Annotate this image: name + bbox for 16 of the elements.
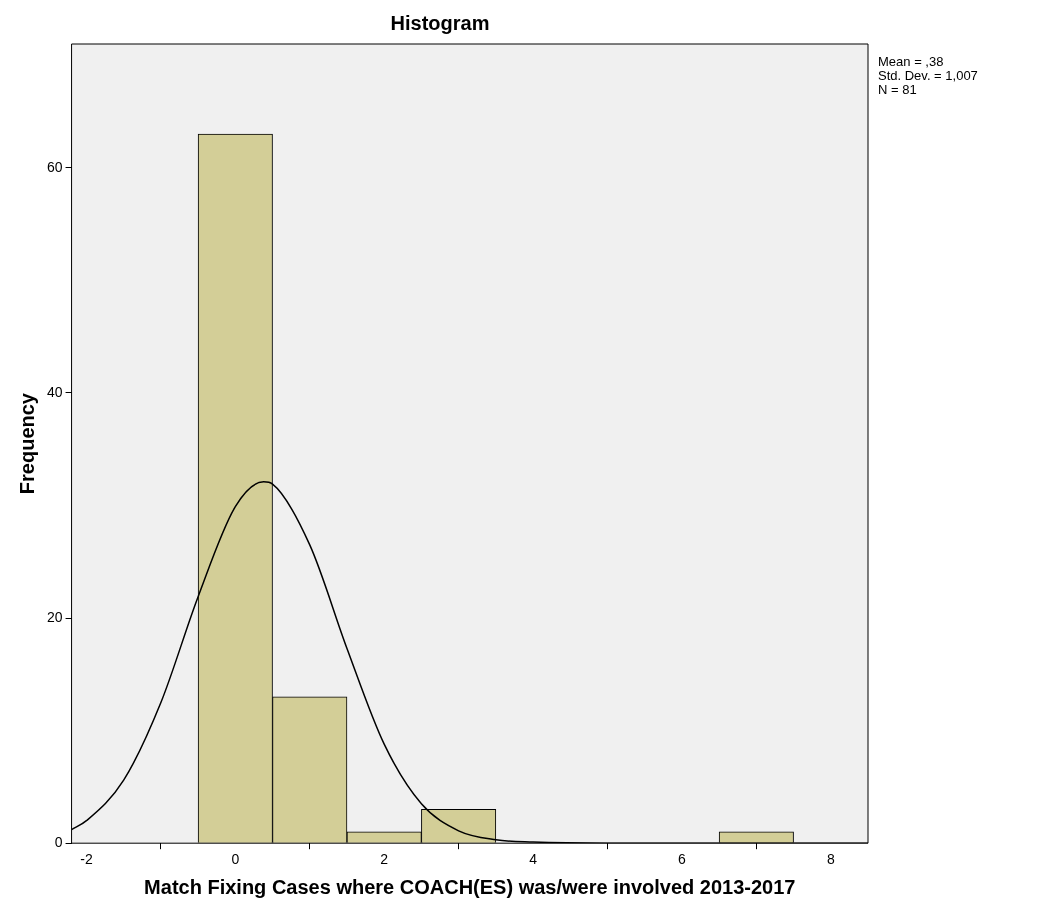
text: Std. Dev. = 1,007 bbox=[878, 68, 978, 84]
x-tick-label: 4 bbox=[529, 851, 538, 868]
x-tick-label: 2 bbox=[380, 851, 389, 868]
text: N = 81 bbox=[878, 82, 917, 98]
y-tick-label: 0 bbox=[54, 834, 63, 851]
chart-title: Histogram bbox=[390, 11, 490, 34]
y-tick-label: 40 bbox=[46, 383, 63, 400]
text: Mean = ,38 bbox=[878, 54, 944, 70]
x-tick-label: 8 bbox=[826, 851, 835, 868]
x-tick-label: 6 bbox=[678, 851, 687, 868]
y-tick-label: 20 bbox=[46, 608, 63, 625]
x-tick-label: -2 bbox=[80, 851, 93, 868]
y-axis-title: Frequency bbox=[15, 392, 38, 495]
y-tick-label: 60 bbox=[46, 158, 63, 175]
x-axis-title: Match Fixing Cases where COACH(ES) was/were involved 2013-2017 bbox=[144, 875, 796, 898]
x-tick-label: 0 bbox=[231, 851, 240, 868]
